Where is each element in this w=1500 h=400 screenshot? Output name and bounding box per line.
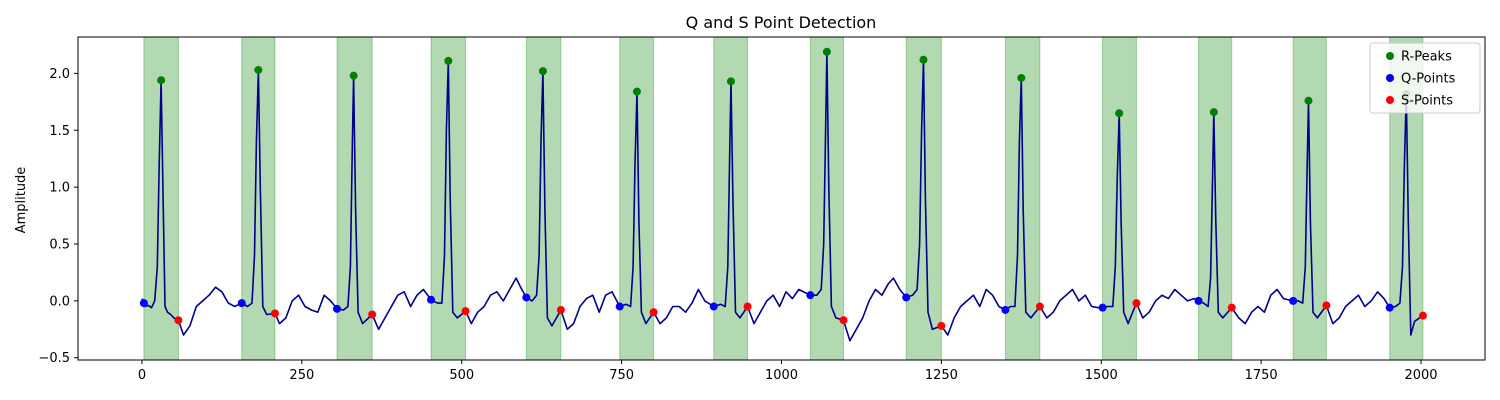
legend-label-s-points: S-Points	[1401, 94, 1453, 109]
s-point-marker-11	[1227, 303, 1236, 312]
x-tick-label-2: 500	[449, 368, 474, 383]
r-peak-marker-12	[1304, 96, 1313, 105]
s-point-marker-0	[174, 316, 183, 325]
q-point-marker-13	[1385, 303, 1394, 312]
legend-marker-q-points	[1386, 74, 1394, 82]
x-tick-label-6: 1500	[1085, 368, 1118, 383]
r-peak-marker-2	[349, 71, 358, 80]
q-point-marker-5	[615, 302, 624, 311]
y-tick-label-3: 1.0	[49, 181, 70, 196]
r-peak-marker-6	[726, 77, 735, 86]
s-point-marker-8	[937, 321, 946, 330]
s-point-marker-6	[743, 302, 752, 311]
qrs-region-2	[336, 36, 373, 361]
q-point-marker-6	[709, 302, 718, 311]
qrs-region-5	[619, 36, 655, 361]
r-peak-marker-10	[1115, 109, 1124, 118]
s-point-marker-5	[649, 308, 658, 317]
y-tick-label-1: 0.0	[49, 294, 70, 309]
s-point-marker-12	[1322, 301, 1331, 310]
s-point-marker-9	[1035, 302, 1044, 311]
qrs-region-10	[1102, 36, 1137, 361]
x-tick-label-1: 250	[289, 368, 314, 383]
y-tick-label-4: 1.5	[49, 124, 70, 139]
q-point-marker-8	[902, 293, 911, 302]
x-tick-label-3: 750	[609, 368, 634, 383]
s-point-marker-2	[368, 310, 377, 319]
legend-box	[1369, 42, 1481, 114]
q-points-series	[139, 291, 1394, 314]
s-point-marker-13	[1418, 311, 1427, 320]
chart-title: Q and S Point Detection	[686, 13, 877, 32]
s-point-marker-4	[556, 305, 565, 314]
r-peak-marker-1	[254, 65, 263, 74]
r-peak-marker-4	[538, 67, 547, 76]
q-point-marker-4	[522, 293, 531, 302]
x-tick-label-5: 1250	[925, 368, 958, 383]
q-point-marker-12	[1289, 296, 1298, 305]
legend-label-r-peaks: R-Peaks	[1401, 50, 1452, 65]
x-tick-label-4: 1000	[765, 368, 798, 383]
legend-marker-s-points	[1386, 96, 1394, 104]
y-tick-label-0: −0.5	[38, 351, 70, 366]
q-point-marker-1	[237, 299, 246, 308]
q-point-marker-9	[1001, 305, 1010, 314]
q-point-marker-2	[333, 304, 342, 313]
s-point-marker-1	[270, 309, 279, 318]
legend: R-Peaks Q-Points S-Points	[1369, 42, 1481, 114]
y-tick-label-5: 2.0	[49, 67, 70, 82]
q-point-marker-10	[1098, 303, 1107, 312]
r-peak-marker-0	[157, 76, 166, 85]
x-tick-label-8: 2000	[1404, 368, 1437, 383]
x-tick-label-0: 0	[138, 368, 146, 383]
plot-axes: 0 250 500 750 1000 1250 1500 1750 2000 −0.5 0.0 0.5…	[38, 36, 1486, 383]
s-points-series	[174, 299, 1427, 330]
s-point-marker-10	[1132, 299, 1141, 308]
x-tick-label-7: 1750	[1245, 368, 1278, 383]
r-peak-marker-3	[444, 56, 453, 65]
r-peak-marker-5	[632, 87, 641, 96]
q-point-marker-7	[806, 291, 815, 300]
r-peak-marker-11	[1209, 108, 1218, 117]
y-axis-label: Amplitude	[14, 167, 29, 234]
legend-marker-r-peaks	[1386, 52, 1394, 60]
y-tick-label-2: 0.5	[49, 237, 70, 252]
legend-label-q-points: Q-Points	[1401, 72, 1456, 87]
r-peak-marker-8	[919, 55, 928, 64]
q-point-marker-11	[1194, 296, 1203, 305]
r-peak-marker-7	[822, 47, 831, 56]
r-peak-marker-9	[1017, 73, 1026, 82]
q-point-marker-0	[139, 299, 148, 308]
s-point-marker-3	[461, 307, 470, 316]
q-point-marker-3	[427, 295, 436, 304]
s-point-marker-7	[839, 316, 848, 325]
